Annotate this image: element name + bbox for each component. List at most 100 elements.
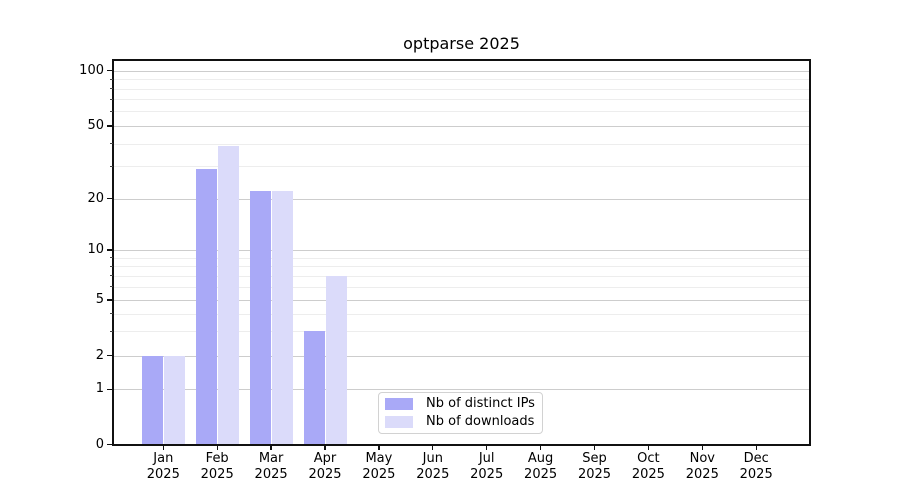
x-tick-label: Sep 2025 xyxy=(565,451,625,483)
gridline-major xyxy=(113,250,810,251)
gridline-minor xyxy=(113,266,810,268)
x-tick-month: Feb xyxy=(205,451,229,466)
x-tick-label: Nov 2025 xyxy=(672,451,732,483)
y-minor-tick-mark xyxy=(109,98,113,100)
x-tick-label: Jul 2025 xyxy=(457,451,517,483)
y-tick-mark xyxy=(106,443,113,446)
x-tick-month: Oct xyxy=(637,451,660,466)
x-tick-month: Jan xyxy=(153,451,174,466)
y-minor-tick-mark xyxy=(109,265,113,267)
x-tick-label: Feb 2025 xyxy=(187,451,247,483)
x-tick-year: 2025 xyxy=(200,467,234,482)
x-tick-mark xyxy=(432,445,434,450)
gridline-minor xyxy=(113,275,810,277)
x-tick-month: Apr xyxy=(313,451,337,466)
y-tick-mark xyxy=(106,388,113,390)
bar xyxy=(249,190,272,445)
plot-spine-top xyxy=(113,59,810,61)
legend-row-distinct-ips: Nb of distinct IPs xyxy=(385,396,542,411)
y-tick-label: 2 xyxy=(95,347,104,363)
bar xyxy=(303,331,325,445)
y-minor-tick-mark xyxy=(109,257,113,259)
bar xyxy=(217,145,240,445)
bar xyxy=(141,355,164,445)
legend-row-downloads: Nb of downloads xyxy=(385,414,542,429)
y-minor-tick-mark xyxy=(109,165,113,167)
y-tick-mark xyxy=(106,299,113,301)
x-tick-label: Jan 2025 xyxy=(133,451,193,483)
gridline-major xyxy=(113,126,810,127)
x-tick-mark xyxy=(486,445,488,450)
gridline-minor xyxy=(113,88,810,90)
gridline-minor xyxy=(113,166,810,168)
x-tick-label: Apr 2025 xyxy=(295,451,355,483)
x-tick-label: Mar 2025 xyxy=(241,451,301,483)
bar xyxy=(325,275,347,445)
gridline-minor xyxy=(113,286,810,288)
bar xyxy=(163,355,186,445)
gridline-minor xyxy=(113,331,810,333)
y-tick-label: 5 xyxy=(95,292,104,307)
y-minor-tick-mark xyxy=(109,286,113,288)
y-tick-label: 10 xyxy=(87,242,104,257)
x-tick-label: Jun 2025 xyxy=(403,451,463,483)
y-tick-label: 20 xyxy=(87,190,104,206)
x-tick-year: 2025 xyxy=(577,467,612,482)
y-tick-mark xyxy=(106,197,113,200)
x-tick-year: 2025 xyxy=(739,467,773,482)
x-tick-year: 2025 xyxy=(254,467,288,482)
y-tick-label: 100 xyxy=(79,62,104,78)
plot-spine-bottom xyxy=(113,444,810,446)
gridline-major xyxy=(113,389,810,391)
x-tick-month: Jun xyxy=(422,451,443,466)
x-tick-year: 2025 xyxy=(524,467,558,482)
gridline-minor xyxy=(113,257,810,259)
x-tick-mark xyxy=(593,445,596,450)
y-minor-tick-mark xyxy=(109,110,113,112)
bar xyxy=(195,169,218,445)
y-minor-tick-mark xyxy=(109,313,113,315)
plot-area: Nb of distinct IPs Nb of downloads xyxy=(112,59,811,446)
gridline-minor xyxy=(113,79,810,81)
x-tick-mark xyxy=(216,445,218,450)
x-tick-year: 2025 xyxy=(631,467,665,482)
x-tick-label: Dec 2025 xyxy=(726,451,786,483)
legend-label-downloads: Nb of downloads xyxy=(426,414,535,429)
plot-spine-left xyxy=(112,59,114,446)
chart-title: optparse 2025 xyxy=(403,34,520,53)
legend-swatch-downloads xyxy=(385,415,413,428)
x-tick-mark xyxy=(162,445,164,450)
x-tick-month: Jul xyxy=(478,451,495,466)
y-tick-mark xyxy=(106,249,113,251)
gridline-major xyxy=(113,300,810,301)
y-tick-label: 50 xyxy=(87,118,104,133)
gridline-minor xyxy=(113,99,810,101)
x-tick-mark xyxy=(378,445,380,450)
gridline-major xyxy=(113,198,810,200)
x-tick-month: Dec xyxy=(743,451,769,466)
legend: Nb of distinct IPs Nb of downloads xyxy=(378,391,543,434)
x-tick-mark xyxy=(539,445,542,450)
x-tick-label: Oct 2025 xyxy=(618,451,678,483)
y-tick-label: 1 xyxy=(95,381,104,397)
x-tick-year: 2025 xyxy=(146,467,180,482)
legend-swatch-distinct-ips xyxy=(385,397,413,410)
bar xyxy=(271,190,294,445)
plot-spine-right xyxy=(809,59,811,446)
y-minor-tick-mark xyxy=(109,275,113,277)
gridline-minor xyxy=(113,143,810,145)
y-tick-label: 0 xyxy=(95,436,104,452)
x-tick-month: May xyxy=(365,451,393,466)
x-tick-label: May 2025 xyxy=(349,451,409,483)
x-tick-mark xyxy=(270,445,272,450)
x-tick-year: 2025 xyxy=(308,467,342,482)
y-tick-mark xyxy=(106,125,113,127)
x-tick-year: 2025 xyxy=(416,467,450,482)
x-tick-month: Nov xyxy=(689,451,715,466)
legend-label-distinct-ips: Nb of distinct IPs xyxy=(426,396,535,411)
x-tick-year: 2025 xyxy=(470,467,504,482)
gridline-major xyxy=(113,355,810,357)
x-tick-mark xyxy=(755,445,757,450)
x-tick-mark xyxy=(701,445,703,450)
